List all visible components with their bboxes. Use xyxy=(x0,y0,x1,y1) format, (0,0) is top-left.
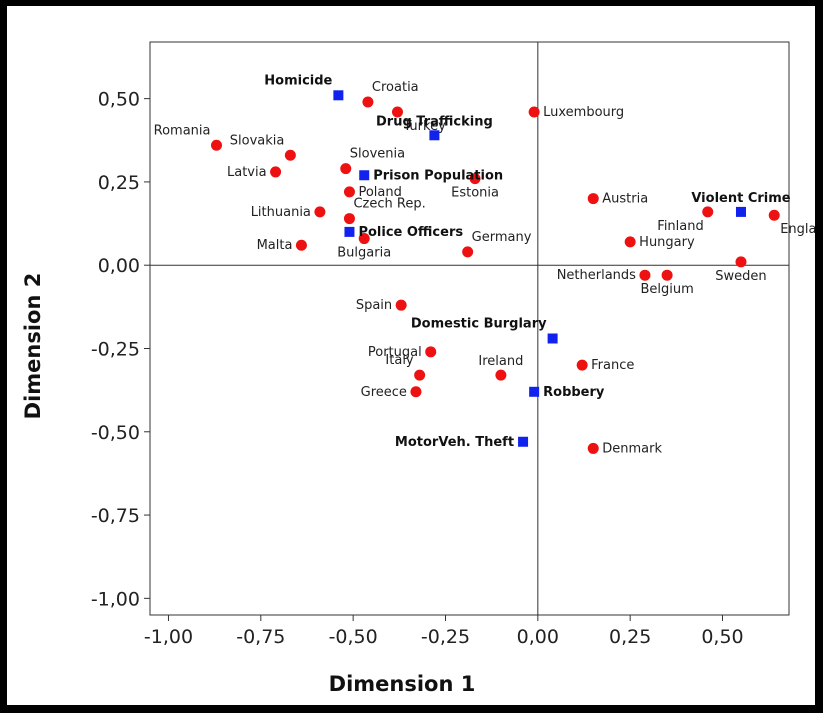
x-axis-title: Dimension 1 xyxy=(329,672,476,696)
data-point-marker xyxy=(462,246,474,258)
variable-point-label: Robbery xyxy=(543,385,605,400)
data-point-label: Malta xyxy=(257,238,293,253)
data-point-marker xyxy=(528,106,540,118)
data-point-label: Portugal xyxy=(368,345,422,360)
plot-border xyxy=(149,41,790,616)
data-point-label: Spain xyxy=(356,298,392,313)
x-axis: -1,00 -0,75 -0,50 -0,25 0,00 0,25 0,50 xyxy=(144,615,744,648)
variable-point-marker xyxy=(735,206,746,217)
data-point-marker xyxy=(295,239,307,251)
data-point-label: Estonia xyxy=(451,186,499,201)
variable-point-label: Police Officers xyxy=(358,225,463,240)
variable-point-marker xyxy=(518,436,529,447)
data-point-label: Italy xyxy=(385,353,414,368)
data-point-marker xyxy=(270,166,282,178)
scatter-plot: -1,00 -0,75 -0,50 -0,25 0,00 0,25 0,50 0,50 0,2… xyxy=(21,41,815,696)
data-point-label: Greece xyxy=(361,385,407,400)
data-point-marker xyxy=(314,206,326,218)
variable-point-marker xyxy=(429,130,440,141)
plot-area xyxy=(149,41,790,616)
variable-point-label: Drug Trafficking xyxy=(376,114,493,129)
data-point-marker xyxy=(587,442,599,454)
variable-point-label: Homicide xyxy=(264,73,332,88)
x-tick-label: 0,25 xyxy=(609,626,651,648)
variable-point-label: Violent Crime xyxy=(691,191,790,206)
y-tick-label: 0,25 xyxy=(98,172,140,194)
data-point-marker xyxy=(410,386,422,398)
variable-point-marker xyxy=(529,386,540,397)
data-point-marker xyxy=(624,236,636,248)
data-point-label: Slovenia xyxy=(350,147,405,162)
data-point-marker xyxy=(343,213,355,225)
data-point-marker xyxy=(358,233,370,245)
x-tick-label: -0,75 xyxy=(236,626,285,648)
data-point-marker xyxy=(340,163,352,175)
data-point-marker xyxy=(395,299,407,311)
points-layer: Croatia Turkey Luxembourg Romania Slovakia Sl… xyxy=(154,73,815,456)
y-tick-label: -1,00 xyxy=(91,588,140,610)
x-tick-label: 0,00 xyxy=(517,626,559,648)
x-tick-label: -0,50 xyxy=(329,626,378,648)
data-point-label: Hungary xyxy=(639,235,695,250)
data-point-marker xyxy=(768,209,780,221)
data-point-label: Netherlands xyxy=(557,268,636,283)
data-point-marker xyxy=(362,96,374,108)
data-point-label: Denmark xyxy=(602,441,662,456)
variable-point-label: MotorVeh. Theft xyxy=(395,435,514,450)
variable-point-marker xyxy=(344,226,355,237)
x-tick-label: 0,50 xyxy=(701,626,743,648)
data-point-label: Austria xyxy=(602,192,648,207)
data-point-marker xyxy=(469,173,481,185)
data-point-label: Croatia xyxy=(372,80,419,95)
data-point-marker xyxy=(702,206,714,218)
y-tick-label: 0,50 xyxy=(98,89,140,111)
data-point-marker xyxy=(210,139,222,151)
data-point-label: Latvia xyxy=(227,165,267,180)
y-axis-title: Dimension 2 xyxy=(21,273,45,420)
variable-point-marker xyxy=(333,90,344,101)
variable-point-marker xyxy=(547,333,558,344)
y-tick-label: -0,25 xyxy=(91,338,140,360)
data-point-marker xyxy=(391,106,403,118)
data-point-marker xyxy=(735,256,747,268)
data-point-label: Lithuania xyxy=(251,205,311,220)
y-tick-label: 0,00 xyxy=(98,255,140,277)
y-tick-label: -0,50 xyxy=(91,422,140,444)
data-point-label: Belgium xyxy=(640,282,693,297)
data-point-label: Romania xyxy=(154,123,211,138)
data-point-label: Ireland xyxy=(478,354,523,369)
data-point-label: Sweden xyxy=(715,269,766,284)
data-point-marker xyxy=(284,149,296,161)
data-point-label: Germany xyxy=(472,230,532,245)
chart-frame: -1,00 -0,75 -0,50 -0,25 0,00 0,25 0,50 0,50 0,2… xyxy=(7,6,815,705)
data-point-label: Turkey xyxy=(402,119,446,134)
variable-point-marker xyxy=(359,170,370,181)
x-tick-label: -0,25 xyxy=(421,626,470,648)
variable-point-label: Domestic Burglary xyxy=(411,316,547,331)
data-point-marker xyxy=(576,359,588,371)
data-point-label: Slovakia xyxy=(230,133,285,148)
data-point-label: England xyxy=(780,222,815,237)
data-point-marker xyxy=(425,346,437,358)
variable-point-label: Prison Population xyxy=(373,168,503,183)
data-point-marker xyxy=(639,269,651,281)
data-point-label: France xyxy=(591,358,634,373)
data-point-label: Finland xyxy=(657,219,703,234)
data-point-marker xyxy=(414,369,426,381)
data-point-label: Bulgaria xyxy=(337,246,391,261)
data-point-marker xyxy=(495,369,507,381)
data-point-label: Luxembourg xyxy=(543,105,624,120)
data-point-marker xyxy=(661,269,673,281)
data-point-label: Czech Rep. xyxy=(353,197,425,212)
data-point-marker xyxy=(343,186,355,198)
y-tick-label: -0,75 xyxy=(91,505,140,527)
data-point-marker xyxy=(587,193,599,205)
data-point-label: Poland xyxy=(358,185,401,200)
y-axis: 0,50 0,25 0,00 -0,25 -0,50 -0,75 -1,00 xyxy=(91,89,150,610)
x-tick-label: -1,00 xyxy=(144,626,193,648)
